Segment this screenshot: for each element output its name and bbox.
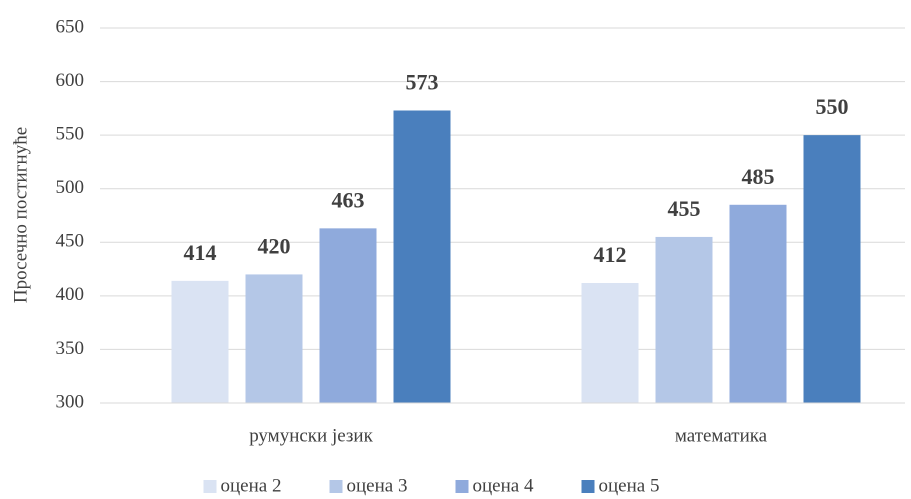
x-tick-label: румунски језик [249, 425, 373, 446]
y-tick-label: 500 [56, 177, 85, 198]
y-axis-label: Просечно постигнуће [10, 127, 31, 303]
value-label: 550 [816, 94, 849, 119]
legend-swatch [581, 480, 595, 493]
value-label: 414 [184, 240, 217, 265]
bar [803, 135, 861, 403]
legend-swatch [203, 480, 217, 493]
y-tick-label: 300 [56, 391, 85, 412]
value-label: 573 [406, 70, 439, 95]
legend-swatch [455, 480, 469, 493]
bar [729, 204, 787, 403]
y-tick-label: 400 [56, 284, 85, 305]
y-tick-label: 600 [56, 70, 85, 91]
legend-label: оцена 3 [347, 475, 408, 496]
bar [245, 274, 303, 403]
y-tick-label: 650 [56, 16, 85, 37]
value-label: 455 [668, 196, 701, 221]
value-label: 412 [594, 242, 627, 267]
bar [171, 280, 229, 403]
value-label: 420 [258, 233, 291, 258]
legend-swatch [329, 480, 343, 493]
x-tick-label: математика [675, 425, 768, 446]
bar [319, 228, 377, 403]
y-tick-label: 450 [56, 231, 85, 252]
y-tick-label: 350 [56, 338, 85, 359]
y-tick-label: 550 [56, 124, 85, 145]
bar [655, 236, 713, 403]
bar [393, 110, 451, 403]
legend-label: оцена 5 [599, 475, 660, 496]
legend-label: оцена 4 [473, 475, 534, 496]
bar [581, 283, 639, 403]
legend-label: оцена 2 [221, 475, 282, 496]
value-label: 463 [332, 187, 365, 212]
value-label: 485 [742, 164, 775, 189]
